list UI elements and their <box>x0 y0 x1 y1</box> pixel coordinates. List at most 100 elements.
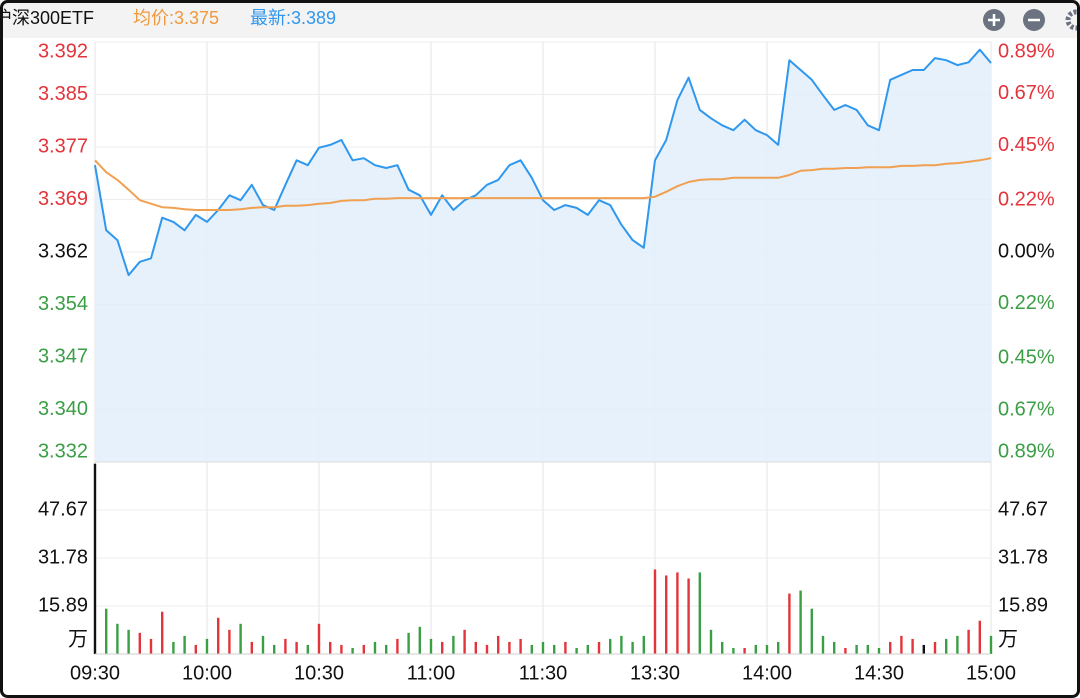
price-area <box>95 49 991 462</box>
volume-bar <box>149 638 153 654</box>
volume-bar <box>665 575 668 654</box>
volume-bar <box>575 647 578 654</box>
volume-bar <box>463 629 466 654</box>
volume-bar <box>765 644 769 654</box>
volume-bar <box>553 644 556 654</box>
y2-tick-label: 0.67% <box>998 82 1055 104</box>
y-tick-label: 47.67 <box>38 498 88 520</box>
volume-bar <box>945 638 948 654</box>
volume-bar <box>329 641 332 654</box>
volume-bar <box>250 641 253 654</box>
average-price: 均价:3.375 <box>133 8 219 28</box>
y-tick-label: 3.340 <box>38 398 88 420</box>
y-tick-label: 3.362 <box>38 240 88 262</box>
volume-bar <box>967 629 970 654</box>
volume-bar <box>676 572 679 654</box>
y-tick-label: 3.392 <box>38 40 88 62</box>
volume-bar <box>172 641 175 654</box>
y2-tick-label: 31.78 <box>998 546 1048 568</box>
y2-tick-label: 0.45% <box>998 134 1055 156</box>
volume-bar <box>631 641 634 654</box>
y2-tick-label: 0.89% <box>998 440 1055 462</box>
y2-tick-label: 15.89 <box>998 594 1048 616</box>
volume-bar <box>138 632 141 654</box>
security-name: 沪深300ETF <box>0 8 94 28</box>
volume-bar <box>508 641 511 654</box>
x-tick-label: 15:00 <box>966 662 1016 684</box>
volume-bar <box>754 644 757 654</box>
volume-bar <box>205 638 209 654</box>
volume-bar <box>889 641 892 654</box>
volume-bar <box>351 647 354 654</box>
x-tick-label: 10:30 <box>294 662 344 684</box>
average-line <box>94 157 992 211</box>
x-tick-label: 13:30 <box>630 662 680 684</box>
y-tick-label: 15.89 <box>38 594 88 616</box>
volume-bar <box>933 641 937 654</box>
volume-bar <box>642 635 645 654</box>
volume-bar <box>978 620 981 654</box>
x-tick-label: 09:30 <box>70 662 120 684</box>
y-tick-label: 3.354 <box>38 293 88 315</box>
y2-tick-label: 0.67% <box>998 398 1055 420</box>
x-tick-label: 14:30 <box>854 662 904 684</box>
volume-bar <box>452 635 455 654</box>
volume-bar <box>317 623 321 654</box>
volume-bar <box>385 644 388 654</box>
volume-bar <box>922 644 925 654</box>
volume-bar <box>194 644 197 654</box>
volume-bar <box>777 641 780 654</box>
volume-bar <box>564 641 567 654</box>
volume-bar <box>474 641 477 654</box>
zoom-in-button[interactable] <box>983 9 1005 31</box>
volume-bar <box>743 647 746 654</box>
volume-bar <box>709 629 713 654</box>
volume-bar <box>418 626 421 654</box>
x-tick-label: 14:00 <box>742 662 792 684</box>
volume-bar <box>373 641 377 654</box>
y-tick-label: 3.347 <box>38 345 88 367</box>
volume-bar <box>261 635 265 654</box>
volume-bar <box>105 608 108 654</box>
y-tick-label: 3.385 <box>38 83 88 105</box>
volume-bar <box>844 647 847 654</box>
volume-bar <box>687 578 690 654</box>
x-tick-label: 10:00 <box>182 662 232 684</box>
volume-bar <box>306 644 309 654</box>
volume-bar <box>721 641 724 654</box>
price-line <box>94 48 992 277</box>
volume-bar <box>217 617 220 654</box>
x-tick-label: 11:30 <box>519 662 568 684</box>
volume-bar <box>541 641 545 654</box>
volume-bar <box>93 463 97 654</box>
volume-bar <box>732 647 735 654</box>
y2-tick-label: 0.00% <box>998 240 1055 262</box>
volume-bar <box>956 635 959 654</box>
zoom-out-button[interactable] <box>1023 9 1045 31</box>
y2-tick-label: 0.22% <box>998 292 1055 314</box>
y-tick-label: 3.377 <box>38 135 88 157</box>
volume-bar <box>340 644 343 654</box>
volume-bar <box>799 590 802 654</box>
volume-bar <box>597 641 601 654</box>
y-tick-label: 3.332 <box>38 440 88 462</box>
volume-bar <box>295 641 298 654</box>
plot-layer: 09:30 10:00 10:30 11:00 11:30 13:30 14:00 14:30… <box>38 40 1055 684</box>
volume-bar <box>183 635 186 654</box>
settings-button[interactable] <box>1065 9 1080 31</box>
volume-bar <box>833 641 836 654</box>
y-tick-label: 31.78 <box>38 546 88 568</box>
volume-bar <box>855 644 858 654</box>
volume-bar <box>273 644 276 654</box>
volume-bar <box>620 635 623 654</box>
volume-bar <box>900 635 903 654</box>
volume-bar <box>116 623 119 654</box>
volume-bar <box>497 635 500 654</box>
last-price: 最新:3.389 <box>250 8 336 28</box>
volume-bar <box>161 611 164 654</box>
y2-tick-label: 47.67 <box>998 498 1048 520</box>
volume-bar <box>788 593 791 654</box>
y2-tick-label: 0.45% <box>998 346 1055 368</box>
volume-bar <box>127 629 130 654</box>
